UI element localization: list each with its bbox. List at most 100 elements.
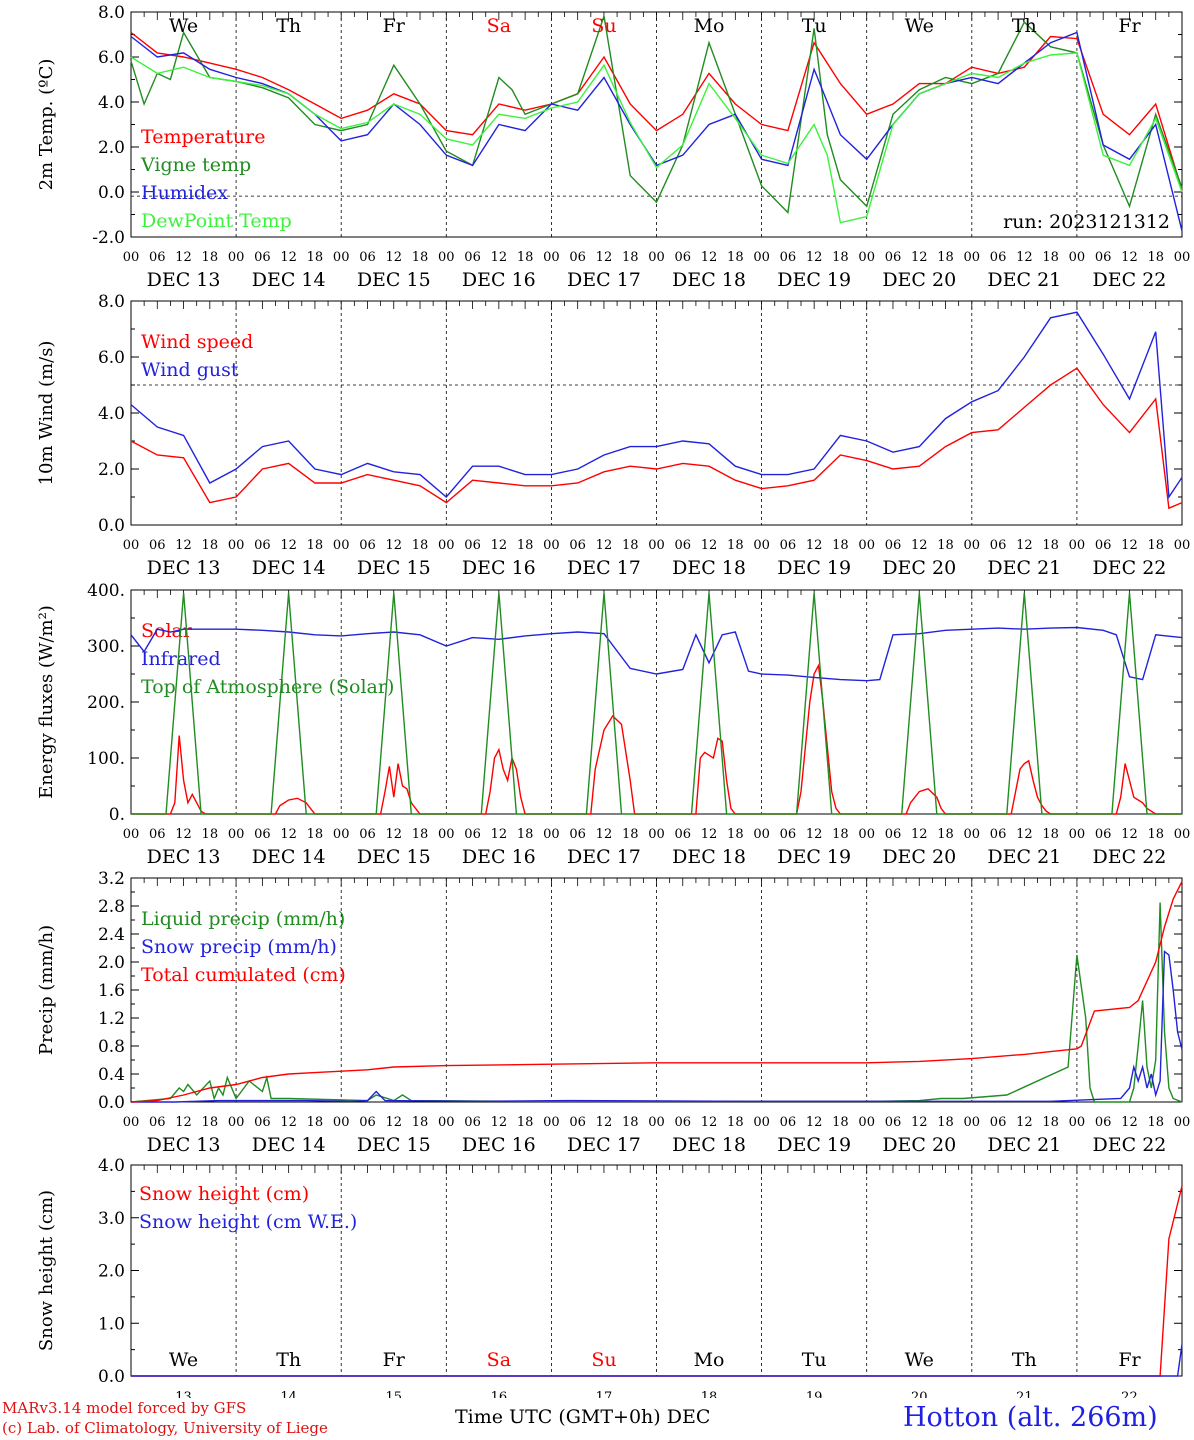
- panel-5: 0.0 1.0 2.0 3.0 4.0 Snow height (cm) Snow heig…: [36, 1156, 1183, 1398]
- hour-label: 12: [491, 538, 508, 553]
- legend-entry: Infrared: [141, 648, 221, 670]
- hour-label: 06: [1095, 538, 1112, 553]
- legend-entry: Humidex: [141, 182, 228, 204]
- date-label: DEC 20: [882, 846, 956, 868]
- hour-label: 06: [1095, 1115, 1112, 1130]
- hour-label: 00: [964, 1115, 981, 1130]
- hour-label: 06: [464, 1115, 481, 1130]
- y-tick-label: 0.0: [98, 1367, 125, 1387]
- hour-label: 12: [385, 538, 402, 553]
- hour-label: 12: [1121, 827, 1138, 842]
- hour-label: 00: [964, 538, 981, 553]
- hour-label: 06: [675, 827, 692, 842]
- weekday-label: Fr: [1118, 15, 1141, 37]
- series-snow-height-cm-w-e-: [131, 1344, 1183, 1377]
- y-tick-label: 6.0: [98, 48, 125, 68]
- weekday-label: Su: [591, 1349, 616, 1371]
- date-label: DEC 19: [777, 557, 851, 579]
- hour-label: 06: [1095, 827, 1112, 842]
- date-label: DEC 22: [1093, 1134, 1167, 1156]
- hour-label: 00: [1174, 538, 1191, 553]
- hour-label: 12: [806, 250, 823, 265]
- hour-label: 00: [228, 538, 245, 553]
- hour-label: 18: [832, 538, 849, 553]
- plot-frame: [130, 300, 1183, 526]
- hour-label: 18: [202, 250, 219, 265]
- hour-label: 18: [412, 538, 429, 553]
- hour-label: 06: [359, 250, 376, 265]
- hour-label: 00: [964, 827, 981, 842]
- hour-label: 06: [149, 827, 166, 842]
- hour-label: 18: [622, 250, 639, 265]
- day-number-label: 20: [911, 1390, 928, 1398]
- date-label: DEC 22: [1093, 557, 1167, 579]
- hour-label: 06: [569, 538, 586, 553]
- date-label: DEC 15: [357, 269, 431, 291]
- hour-label: 18: [1147, 250, 1164, 265]
- hour-label: 00: [333, 250, 350, 265]
- y-tick-label: 3.2: [98, 869, 125, 889]
- y-axis-label: Precip (mm/h): [36, 925, 57, 1055]
- hour-label: 00: [123, 538, 140, 553]
- weekday-label: Tu: [802, 1349, 827, 1371]
- series-dewpoint-temp: [130, 52, 1183, 224]
- hour-label: 06: [990, 1115, 1007, 1130]
- series-solar: [131, 663, 1182, 815]
- hour-label: 00: [753, 538, 770, 553]
- hour-label: 18: [832, 250, 849, 265]
- y-tick-label: 0.8: [98, 1037, 125, 1057]
- hour-label: 12: [806, 1115, 823, 1130]
- date-label: DEC 21: [987, 846, 1061, 868]
- date-label: DEC 15: [357, 557, 431, 579]
- series-line: [130, 31, 1183, 191]
- date-label: DEC 17: [567, 557, 641, 579]
- date-label: DEC 14: [252, 557, 326, 579]
- hour-label: 00: [858, 827, 875, 842]
- hour-label: 12: [280, 827, 297, 842]
- weekday-label: Mo: [694, 15, 725, 37]
- hour-label: 18: [517, 1115, 534, 1130]
- hour-label: 18: [202, 1115, 219, 1130]
- date-label: DEC 20: [882, 269, 956, 291]
- hour-label: 12: [175, 1115, 192, 1130]
- hour-label: 06: [149, 250, 166, 265]
- legend-entry: Vigne temp: [140, 154, 251, 176]
- hour-label: 00: [1069, 250, 1086, 265]
- day-number-label: 14: [280, 1390, 297, 1398]
- hour-label: 18: [937, 827, 954, 842]
- date-label: DEC 21: [987, 1134, 1061, 1156]
- hour-label: 12: [1016, 827, 1033, 842]
- legend-entry: Liquid precip (mm/h): [141, 908, 345, 930]
- meteogram-figure: -2.0 0.0 2.0 4.0 6.0 8.0 2m Temp. (ºC) Temperat…: [36, 3, 1191, 1398]
- y-axis-label: Energy fluxes (W/m²): [36, 605, 57, 799]
- hour-label: 18: [727, 250, 744, 265]
- weekday-label: Th: [276, 15, 301, 37]
- y-axis-label: 10m Wind (m/s): [36, 341, 57, 486]
- series-line: [130, 311, 1183, 500]
- hour-label: 12: [491, 250, 508, 265]
- hour-label: 18: [307, 538, 324, 553]
- date-label: DEC 19: [777, 269, 851, 291]
- hour-label: 00: [438, 827, 455, 842]
- y-tick-label: 2.0: [98, 138, 125, 158]
- hour-label: 12: [911, 1115, 928, 1130]
- hour-label: 00: [964, 250, 981, 265]
- hour-label: 00: [1174, 250, 1191, 265]
- date-label: DEC 21: [987, 269, 1061, 291]
- date-label: DEC 13: [147, 1134, 221, 1156]
- hour-label: 06: [885, 827, 902, 842]
- weekday-label: We: [169, 15, 198, 37]
- date-label: DEC 15: [357, 1134, 431, 1156]
- hour-label: 18: [202, 827, 219, 842]
- hour-label: 06: [464, 250, 481, 265]
- hour-label: 12: [280, 538, 297, 553]
- series-line: [130, 367, 1183, 510]
- y-tick-label: 4.0: [98, 93, 125, 113]
- plot-frame: [130, 589, 1183, 815]
- date-label: DEC 16: [462, 557, 536, 579]
- panel-3: 0.100.200.300.400.Energy fluxes (W/m²) So…: [36, 581, 1190, 868]
- hour-label: 00: [1069, 1115, 1086, 1130]
- hour-label: 18: [622, 827, 639, 842]
- hour-label: 06: [675, 538, 692, 553]
- series-line: [131, 1344, 1183, 1377]
